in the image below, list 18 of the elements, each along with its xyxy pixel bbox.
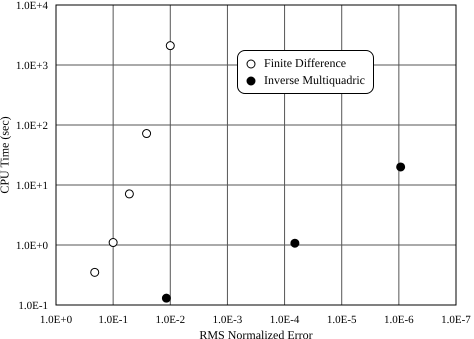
x-tick-label: 1.0E-6	[384, 314, 414, 326]
y-tick-label: 1.0E+1	[16, 180, 48, 192]
legend-label: Inverse Multiquadric	[264, 72, 365, 89]
x-tick-label: 1.0E+0	[40, 314, 73, 326]
x-tick-label: 1.0E-5	[326, 314, 358, 326]
x-tick-label: 1.0E-4	[270, 314, 300, 326]
x-tick-label: 1.0E-1	[98, 314, 128, 326]
legend-label: Finite Difference	[264, 55, 346, 72]
y-tick-label: 1.0E-1	[18, 300, 48, 312]
x-tick-label: 1.0E-3	[212, 314, 243, 326]
y-tick-label: 1.0E+0	[16, 240, 48, 252]
y-tick-label: 1.0E+2	[16, 120, 48, 132]
y-tick-label: 1.0E+4	[16, 0, 48, 12]
y-tick-label: 1.0E+3	[16, 60, 48, 72]
y-axis-title: CPU Time (sec)	[0, 116, 12, 194]
x-tick-label: 1.0E-7	[441, 314, 472, 326]
x-tick-label: 1.0E-2	[155, 314, 186, 326]
x-axis-title: RMS Normalized Error	[199, 328, 313, 339]
